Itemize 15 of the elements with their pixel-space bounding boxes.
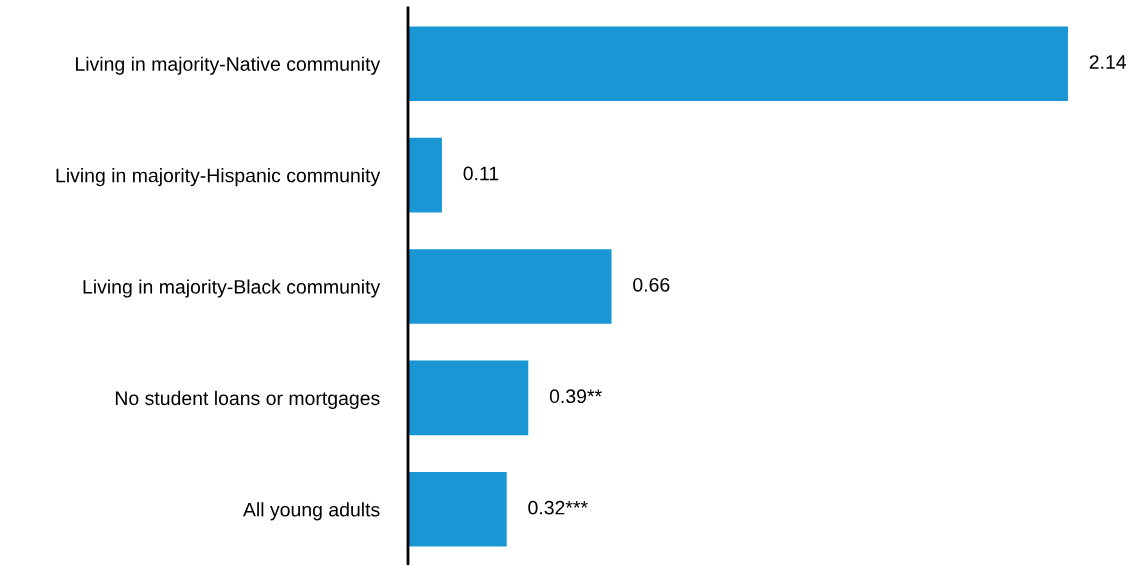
y-tick-label: Living in majority-Black community [83, 279, 381, 298]
y-tick-label: All young adults [242, 502, 380, 521]
bar [408, 360, 529, 436]
bar [408, 471, 507, 547]
data-label: 2.14 [1089, 55, 1127, 69]
data-label: 0.11 [463, 166, 499, 181]
bar [408, 26, 1068, 102]
data-label: 0.32*** [528, 500, 588, 515]
y-tick-label: No student loans or mortgages [115, 390, 380, 409]
data-label: 0.66 [633, 277, 670, 292]
data-label: 0.39** [549, 389, 602, 404]
bar [408, 249, 612, 324]
y-tick-label: Living in majority-Hispanic community [56, 168, 381, 187]
bar [408, 137, 442, 213]
y-tick-label: Living in majority-Native community [76, 56, 381, 75]
